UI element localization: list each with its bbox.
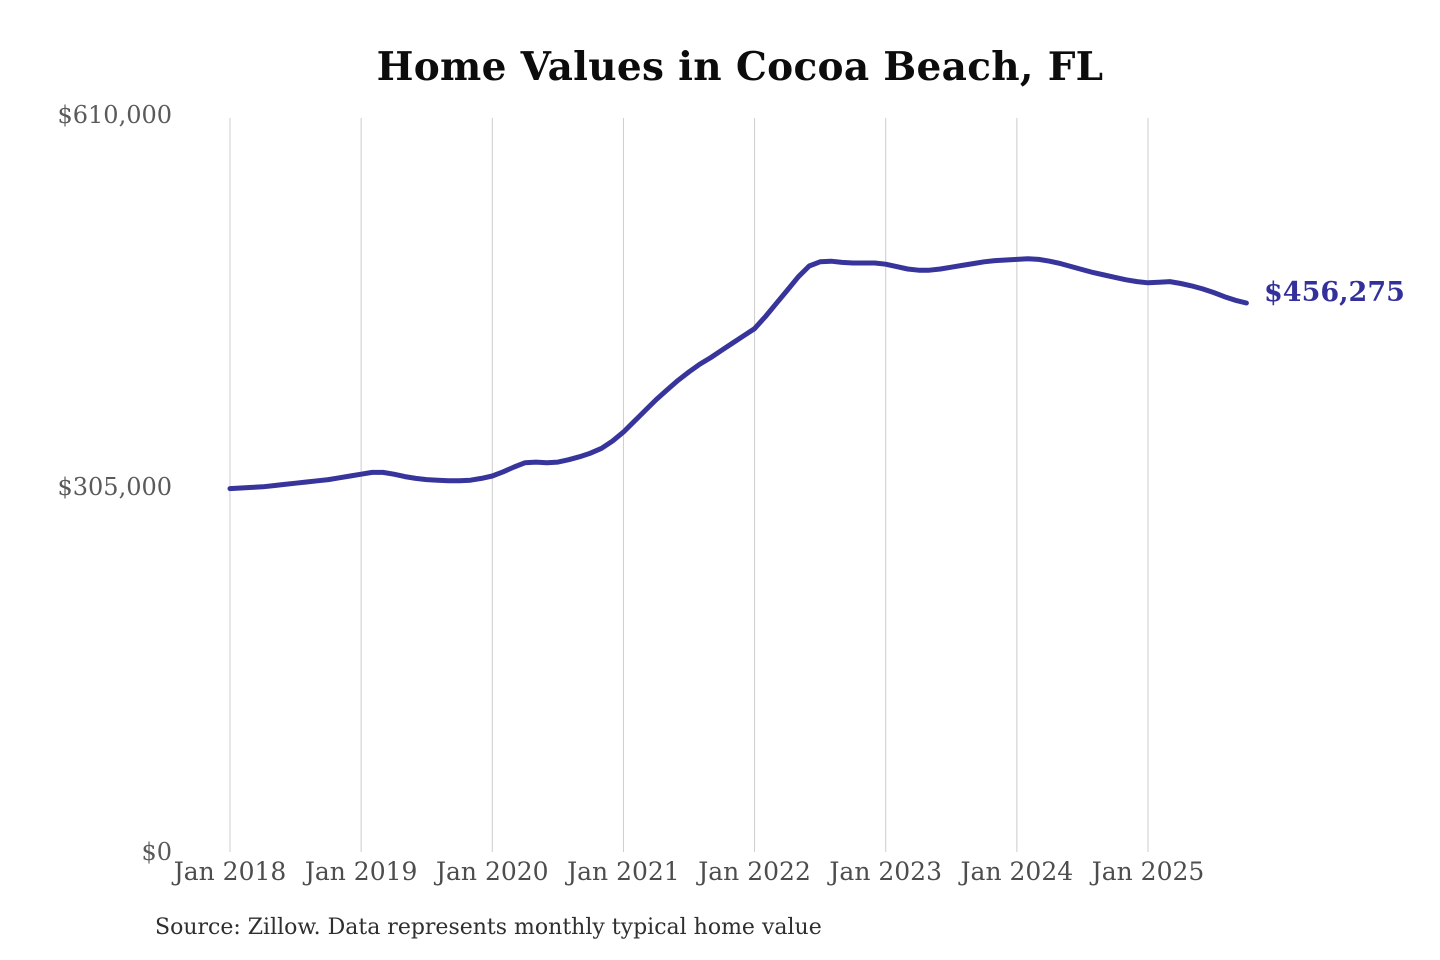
x-axis-tick: Jan 2019 [304, 857, 418, 886]
current-value-label: $456,275 [1264, 277, 1405, 308]
y-axis-tick-max: $610,000 [57, 101, 172, 129]
x-axis-tick: Jan 2022 [698, 857, 811, 886]
gridlines [229, 118, 1149, 852]
x-axis-tick: Jan 2020 [435, 857, 549, 886]
source-note: Source: Zillow. Data represents monthly … [155, 915, 822, 940]
chart-title: Home Values in Cocoa Beach, FL [376, 44, 1104, 90]
x-axis-tick: Jan 2024 [960, 857, 1074, 886]
x-axis-tick: Jan 2023 [829, 857, 942, 886]
x-axis-tick: Jan 2021 [567, 857, 680, 886]
y-axis-tick-zero: $0 [141, 838, 172, 866]
x-axis-tick: Jan 2025 [1091, 857, 1205, 886]
home-value-line [227, 256, 1249, 492]
x-axis-tick: Jan 2018 [173, 857, 287, 886]
y-axis-tick-mid: $305,000 [57, 473, 172, 501]
